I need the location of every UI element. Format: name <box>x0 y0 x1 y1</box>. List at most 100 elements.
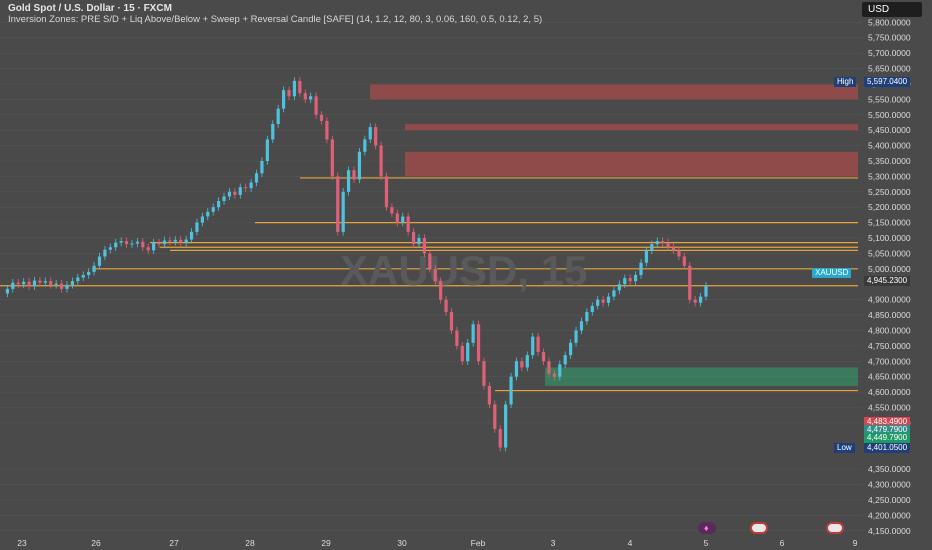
candle-body <box>482 361 486 386</box>
candle-body <box>11 282 15 289</box>
candle-body <box>81 275 85 278</box>
low-label: Low <box>834 443 855 453</box>
y-tick-label: 4,250.0000 <box>868 495 911 505</box>
candle-body <box>612 290 616 297</box>
y-tick-label: 5,450.0000 <box>868 125 911 135</box>
y-tick-label: 4,550.0000 <box>868 403 911 413</box>
y-tick-label: 4,350.0000 <box>868 464 911 474</box>
candle-body <box>558 364 562 377</box>
candle-body <box>487 385 491 405</box>
candle-body <box>16 282 20 285</box>
y-tick-label: 5,750.0000 <box>868 33 911 43</box>
candle-body <box>541 352 546 362</box>
candle-body <box>238 187 242 195</box>
candle-body <box>704 285 708 297</box>
candle-body <box>395 213 399 223</box>
candle-body <box>195 222 199 232</box>
candle-body <box>520 361 524 368</box>
x-tick-label: 3 <box>551 538 556 548</box>
candle-body <box>303 93 307 100</box>
candle-body <box>433 268 437 282</box>
candle-body <box>590 305 594 312</box>
candle-body <box>206 211 210 217</box>
candle-body <box>682 256 686 266</box>
candle-body <box>346 170 351 192</box>
candle-body <box>200 216 204 223</box>
candle-body <box>179 239 183 243</box>
candle-body <box>531 336 535 356</box>
candle-body <box>211 207 215 212</box>
y-tick-label: 4,750.0000 <box>868 341 911 351</box>
flame-icon[interactable]: ♦ <box>698 522 716 534</box>
currency-button[interactable]: USD <box>862 2 922 17</box>
candle-body <box>650 244 654 251</box>
candle-body <box>222 196 226 202</box>
y-tick-label: 5,700.0000 <box>868 48 911 58</box>
candle-body <box>130 243 134 245</box>
high-price-tag: 5,597.0400 <box>864 77 911 87</box>
candle-body <box>292 80 297 97</box>
candle-body <box>298 80 302 94</box>
candle-body <box>493 404 497 430</box>
y-tick-label: 5,650.0000 <box>868 64 911 74</box>
candle-body <box>449 311 454 331</box>
candle-body <box>639 262 643 275</box>
watermark: XAUUSD, 15 <box>340 247 587 294</box>
candle-body <box>97 256 102 266</box>
candle-body <box>677 250 681 257</box>
candle-body <box>444 299 448 312</box>
candle-body <box>43 281 47 283</box>
candle-body <box>27 281 31 287</box>
candle-body <box>644 250 649 263</box>
candle-body <box>152 242 156 251</box>
candle-body <box>574 330 578 343</box>
candle-body <box>233 191 237 195</box>
y-tick-label: 4,700.0000 <box>868 356 911 366</box>
candle-body <box>634 275 638 282</box>
candle-body <box>244 187 248 189</box>
candle-body <box>162 240 167 245</box>
y-tick-label: 4,900.0000 <box>868 295 911 305</box>
candle-body <box>688 265 692 300</box>
x-tick-label: 30 <box>397 538 407 548</box>
candle-body <box>54 283 58 285</box>
candle-body <box>606 296 611 303</box>
candle-body <box>563 355 567 365</box>
candle-body <box>623 278 627 285</box>
x-tick-label: 4 <box>628 538 633 548</box>
x-tick-label: 23 <box>17 538 27 548</box>
candle-body <box>325 120 329 140</box>
candle-body <box>417 238 421 245</box>
us-flag-icon[interactable] <box>750 522 768 534</box>
y-tick-label: 5,250.0000 <box>868 187 911 197</box>
y-tick-label: 5,050.0000 <box>868 248 911 258</box>
candle-body <box>189 231 194 240</box>
candle-body <box>666 242 670 248</box>
candle-body <box>32 280 37 287</box>
candle-body <box>476 324 481 362</box>
candle-body <box>184 239 188 243</box>
candle-body <box>466 342 470 362</box>
candle-body <box>92 265 96 272</box>
candle-body <box>271 124 275 140</box>
supply-zone <box>370 84 858 100</box>
candle-body <box>119 241 123 243</box>
candle-body <box>59 283 64 289</box>
candle-body <box>379 145 383 177</box>
y-tick-label: 4,850.0000 <box>868 310 911 320</box>
candle-body <box>108 247 112 250</box>
candle-body <box>135 241 139 244</box>
x-tick-label: 29 <box>321 538 331 548</box>
y-tick-label: 4,200.0000 <box>868 510 911 520</box>
candle-body <box>422 238 426 254</box>
level-lines <box>0 177 858 392</box>
us-flag-icon[interactable] <box>826 522 844 534</box>
candle-body <box>217 201 221 208</box>
candle-body <box>157 242 161 245</box>
low-price-tag: 4,401.0500 <box>864 443 911 453</box>
candle-body <box>319 114 324 121</box>
candle-body <box>390 207 394 214</box>
candle-body <box>87 271 91 275</box>
candle-body <box>655 241 659 245</box>
